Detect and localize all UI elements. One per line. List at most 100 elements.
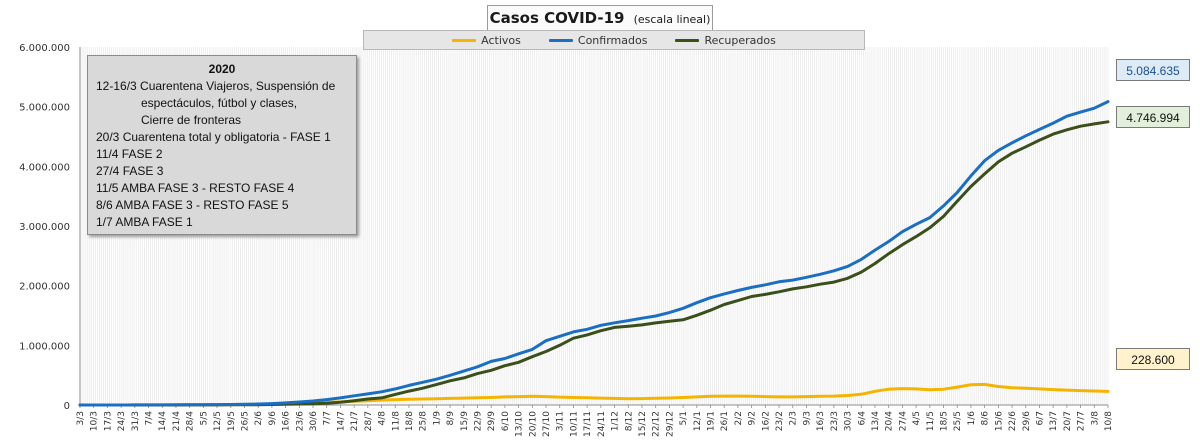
- x-tick-label: 6/10: [501, 411, 511, 431]
- x-tick-label: 31/3: [131, 411, 141, 431]
- vertical-gridlines: [79, 47, 1109, 405]
- x-tick-label: 8/9: [446, 411, 456, 426]
- legend-item-activos: Activos: [452, 34, 521, 47]
- legend-swatch-recuperados: [675, 38, 700, 42]
- x-tick-label: 11/8: [391, 411, 401, 431]
- x-tick-label: 27/4: [898, 411, 908, 431]
- legend-item-recuperados: Recuperados: [675, 33, 776, 47]
- x-tick-label: 3/8: [1090, 411, 1100, 426]
- x-tick-label: 20/10: [528, 411, 538, 437]
- x-tick-label: 16/2: [761, 411, 771, 431]
- x-tick-label: 20/7: [1063, 411, 1073, 431]
- x-tick-label: 25/8: [419, 411, 429, 431]
- x-tick-label: 27/10: [542, 411, 552, 437]
- chart-title: Casos COVID-19 (escala lineal): [487, 5, 713, 31]
- x-tick-label: 16/3: [816, 411, 826, 431]
- x-tick-label: 17/3: [103, 411, 113, 431]
- x-tick-label: 24/3: [117, 411, 127, 431]
- x-tick-label: 12/5: [213, 411, 223, 431]
- legend-item-confirmados: Confirmados: [548, 33, 648, 47]
- x-tick-label: 18/8: [405, 411, 415, 431]
- x-tick-label: 30/3: [844, 411, 854, 431]
- x-tick-label: 10/11: [569, 411, 579, 437]
- x-tick-label: 2/6: [254, 411, 264, 426]
- x-tick-label: 14/7: [336, 411, 346, 431]
- x-tick-label: 11/5: [926, 411, 936, 431]
- x-tick-label: 3/3: [76, 411, 86, 425]
- x-tick-label: 8/6: [981, 411, 991, 426]
- x-tick-label: 29/12: [665, 411, 675, 437]
- legend-swatch-confirmados: [548, 38, 573, 42]
- title-main: Casos COVID-19: [489, 9, 625, 27]
- x-tick-label: 10/3: [90, 411, 100, 431]
- x-tick-label: 26/1: [720, 411, 730, 431]
- x-tick-label: 22/9: [473, 411, 483, 431]
- y-tick-label: 3.000.000: [19, 222, 70, 233]
- value-box-activos: 228.600: [1116, 348, 1190, 370]
- title-subtitle: (escala lineal): [633, 13, 711, 26]
- x-tick-label: 20/4: [885, 411, 895, 431]
- x-tick-label: 4/5: [912, 411, 922, 425]
- x-tick-label: 23/6: [295, 411, 305, 431]
- x-tick-label: 30/6: [309, 411, 319, 431]
- legend-swatch-activos: [452, 38, 477, 42]
- x-tick-label: 6/7: [1035, 411, 1045, 425]
- x-tick-label: 9/3: [802, 411, 812, 425]
- annotation-line: 11/4 FASE 2: [96, 147, 163, 161]
- series-lines: [78, 100, 1110, 407]
- x-tick-label: 28/4: [186, 411, 196, 431]
- x-tick-label: 15/9: [460, 411, 470, 431]
- x-tick-label: 21/4: [172, 411, 182, 431]
- x-tick-label: 2/2: [734, 411, 744, 425]
- x-tick-label: 17/11: [583, 411, 593, 437]
- x-tick-label: 16/6: [282, 411, 292, 431]
- y-tick-labels: 0 1.000.000 2.000.000 3.000.000 4.000.000 5.0…: [19, 43, 70, 412]
- annotation-line: 1/7 AMBA FASE 1: [96, 215, 193, 229]
- x-tick-label: 26/5: [240, 411, 250, 431]
- value-box-confirmados: 5.084.635: [1116, 59, 1190, 81]
- x-tick-label: 3/11: [556, 411, 566, 431]
- annotation-line: 27/4 FASE 3: [96, 164, 164, 178]
- series-line-activos: [78, 382, 1110, 407]
- legend-label-confirmados: Confirmados: [577, 33, 648, 47]
- x-tick-label: 13/10: [515, 411, 525, 437]
- x-tick-label: 19/5: [227, 411, 237, 431]
- x-tick-labels: 3/3 10/3 17/3 24/3 31/3 7/4 14/4 21/4 28/4 5/5 12/…: [76, 405, 1114, 437]
- x-tick-label: 13/4: [871, 411, 881, 431]
- value-box-recuperados: 4.746.994: [1116, 106, 1190, 128]
- annotation-line: Cierre de fronteras: [141, 113, 242, 127]
- x-tick-label: 7/7: [323, 411, 333, 425]
- x-tick-label: 15/12: [638, 411, 648, 437]
- x-tick-label: 24/11: [597, 411, 607, 437]
- x-tick-label: 19/1: [707, 411, 717, 431]
- x-tick-label: 14/4: [158, 411, 168, 431]
- y-tick-label: 4.000.000: [19, 162, 70, 173]
- y-tick-label: 6.000.000: [19, 43, 70, 54]
- legend: Activos Confirmados Recuperados: [363, 30, 865, 50]
- x-tick-label: 10/8: [1104, 411, 1114, 431]
- x-tick-label: 22/12: [652, 411, 662, 437]
- x-tick-label: 5/5: [199, 411, 209, 425]
- x-tick-label: 15/6: [994, 411, 1004, 431]
- annotation-line: espectáculos, fútbol y clases,: [141, 96, 298, 110]
- annotation-title: 2020: [208, 62, 236, 76]
- x-tick-label: 25/5: [953, 411, 963, 431]
- y-tick-label: 0: [64, 401, 70, 412]
- x-tick-label: 1/6: [967, 411, 977, 426]
- x-tick-label: 8/12: [624, 411, 634, 431]
- x-tick-label: 7/4: [145, 411, 155, 426]
- legend-label-recuperados: Recuperados: [704, 33, 776, 47]
- legend-label-activos: Activos: [481, 33, 521, 47]
- y-tick-label: 2.000.000: [19, 282, 70, 293]
- x-tick-label: 1/12: [611, 411, 621, 431]
- x-tick-label: 29/9: [487, 411, 497, 431]
- x-tick-label: 27/7: [1077, 411, 1087, 431]
- y-tick-label: 1.000.000: [19, 341, 70, 352]
- x-tick-label: 6/4: [857, 411, 867, 426]
- x-tick-label: 28/7: [364, 411, 374, 431]
- annotation-line: 12-16/3 Cuarentena Viajeros, Suspensión …: [96, 79, 336, 93]
- annotation-box: 2020 12-16/3 Cuarentena Viajeros, Suspen…: [87, 55, 357, 235]
- x-tick-label: 12/1: [693, 411, 703, 431]
- x-tick-label: 23/2: [775, 411, 785, 431]
- x-tick-label: 23/3: [830, 411, 840, 431]
